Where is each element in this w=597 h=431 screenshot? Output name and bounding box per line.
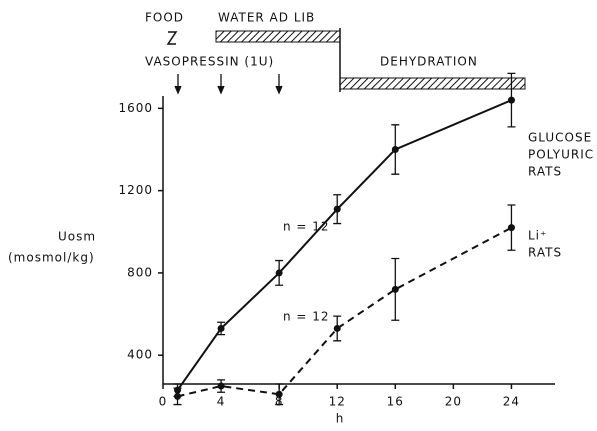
y-tick-label: 1600: [118, 101, 153, 115]
n-label: n = 12: [283, 310, 330, 324]
point: [333, 205, 341, 213]
food-mark: [166, 31, 178, 45]
series-label: RATS: [528, 165, 562, 179]
series-line: [177, 226, 512, 398]
water-bar: [215, 30, 341, 43]
food-label: FOOD: [145, 11, 184, 25]
point: [391, 145, 399, 153]
x-tick-label: 12: [329, 395, 346, 409]
y-tick-label: 400: [127, 348, 153, 362]
point: [217, 382, 225, 390]
point: [217, 324, 225, 332]
series-label: POLYURIC: [528, 148, 594, 162]
y-tick-label: 800: [127, 265, 153, 279]
series-label: RATS: [528, 246, 562, 260]
point: [275, 269, 283, 277]
y-label-unit: (mosmol/kg): [8, 251, 95, 265]
x-tick-label: 20: [445, 395, 462, 409]
series-label: GLUCOSE: [528, 131, 592, 145]
series-line: [176, 99, 512, 391]
point: [174, 392, 182, 400]
point: [507, 96, 515, 104]
series-label: Li⁺: [528, 229, 547, 243]
x-tick-label: 24: [503, 395, 520, 409]
x-label: h: [336, 412, 345, 426]
point: [275, 390, 283, 398]
point: [507, 224, 515, 232]
point: [333, 324, 341, 332]
dehydration-bar: [339, 77, 526, 90]
n-label: n = 12: [283, 220, 330, 234]
dehydration-label: DEHYDRATION: [380, 55, 478, 69]
x-tick-label: 16: [387, 395, 404, 409]
water-label: WATER AD LIB: [218, 11, 315, 25]
x-tick-label: 4: [217, 395, 226, 409]
point: [391, 285, 399, 293]
vasopressin-label: VASOPRESSIN (1U): [145, 55, 274, 69]
arrows: [174, 74, 283, 95]
y-label: Uosm: [58, 230, 96, 244]
x-tick-label: 0: [159, 395, 168, 409]
y-tick-label: 1200: [118, 183, 153, 197]
